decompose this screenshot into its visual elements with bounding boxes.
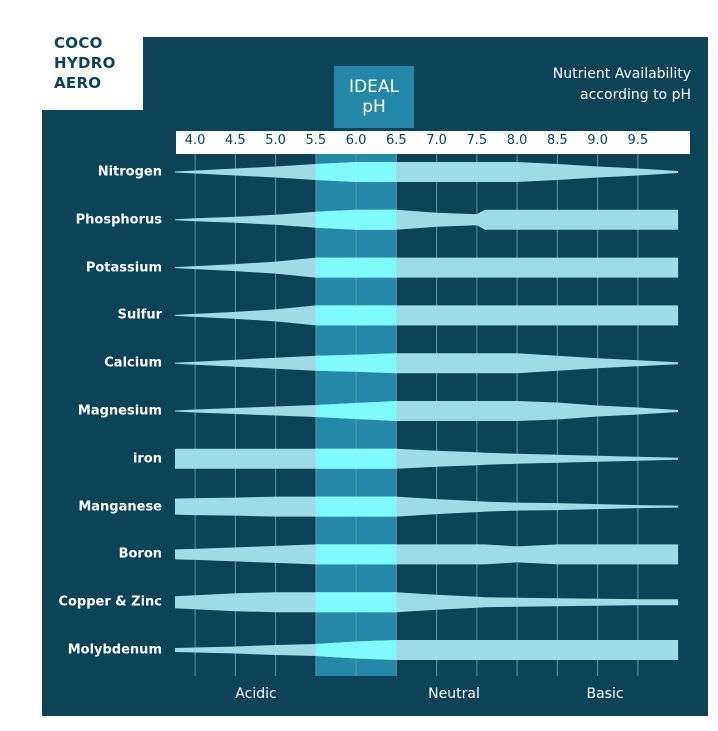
- grow-medium-tag: [42, 30, 143, 110]
- nutrient-label-iron: iron: [132, 451, 162, 467]
- nutrient-label-boron: Boron: [118, 546, 162, 562]
- band-ideal-calcium: [315, 353, 397, 374]
- chart-title: Nutrient Availability according to pH: [553, 64, 691, 106]
- tag-line-hydro: HYDRO: [54, 54, 116, 72]
- nutrient-label-magnesium: Magnesium: [77, 403, 162, 419]
- band-phosphorus: [175, 209, 679, 230]
- band-ideal-sulfur: [315, 305, 397, 326]
- band-ideal-iron: [315, 448, 397, 469]
- tick-label-5.0: 5.0: [265, 133, 286, 148]
- band-manganese: [175, 496, 679, 517]
- band-ideal-phosphorus: [315, 209, 397, 230]
- tick-label-7.5: 7.5: [466, 133, 488, 148]
- ideal-label: IDEAL: [349, 77, 399, 97]
- band-ideal-copper-zinc: [315, 592, 397, 613]
- nutrient-label-nitrogen: Nitrogen: [97, 164, 162, 180]
- ph-axis-bar: [176, 131, 690, 154]
- band-ideal-boron: [315, 544, 397, 565]
- band-molybdenum: [175, 640, 679, 660]
- band-nitrogen: [175, 162, 679, 182]
- chart-title-line2: according to pH: [580, 87, 691, 103]
- tick-label-4.0: 4.0: [184, 133, 206, 148]
- nutrient-label-phosphorus: Phosphorus: [75, 212, 162, 228]
- nutrient-label-copper-zinc: Copper & Zinc: [58, 594, 162, 610]
- nutrient-label-potassium: Potassium: [85, 260, 162, 276]
- ideal-ph-header: IDEAL pH: [334, 66, 414, 128]
- tick-label-6.5: 6.5: [386, 133, 407, 148]
- tag-line-coco: COCO: [54, 34, 103, 52]
- zone-label-acidic: Acidic: [235, 686, 277, 702]
- zone-label-neutral: Neutral: [428, 686, 480, 702]
- band-calcium: [175, 353, 679, 374]
- tick-label-6.0: 6.0: [345, 133, 367, 148]
- tick-label-4.5: 4.5: [225, 133, 246, 148]
- band-ideal-magnesium: [315, 401, 397, 421]
- tick-label-8.5: 8.5: [547, 133, 568, 148]
- nutrient-label-sulfur: Sulfur: [117, 307, 162, 323]
- tag-line-aero: AERO: [54, 74, 102, 92]
- band-boron: [175, 544, 679, 565]
- nutrient-label-calcium: Calcium: [104, 355, 162, 371]
- tick-label-7.0: 7.0: [426, 133, 447, 148]
- zone-label-basic: Basic: [586, 686, 624, 702]
- band-sulfur: [175, 305, 679, 326]
- band-ideal-molybdenum: [315, 640, 397, 660]
- nutrient-label-molybdenum: Molybdenum: [67, 642, 162, 658]
- band-magnesium: [175, 401, 679, 421]
- ph-label: pH: [362, 97, 386, 117]
- nutrient-label-manganese: Manganese: [78, 499, 162, 515]
- band-ideal-nitrogen: [315, 162, 397, 182]
- band-ideal-potassium: [315, 257, 397, 278]
- tick-label-8.0: 8.0: [506, 133, 528, 148]
- band-iron: [175, 448, 679, 469]
- band-potassium: [175, 257, 679, 278]
- tick-label-5.5: 5.5: [305, 133, 327, 148]
- band-ideal-manganese: [315, 496, 397, 517]
- tick-label-9.0: 9.0: [587, 133, 608, 148]
- band-copper-zinc: [175, 592, 679, 613]
- tick-label-9.5: 9.5: [627, 133, 649, 148]
- chart-title-line1: Nutrient Availability: [552, 66, 691, 82]
